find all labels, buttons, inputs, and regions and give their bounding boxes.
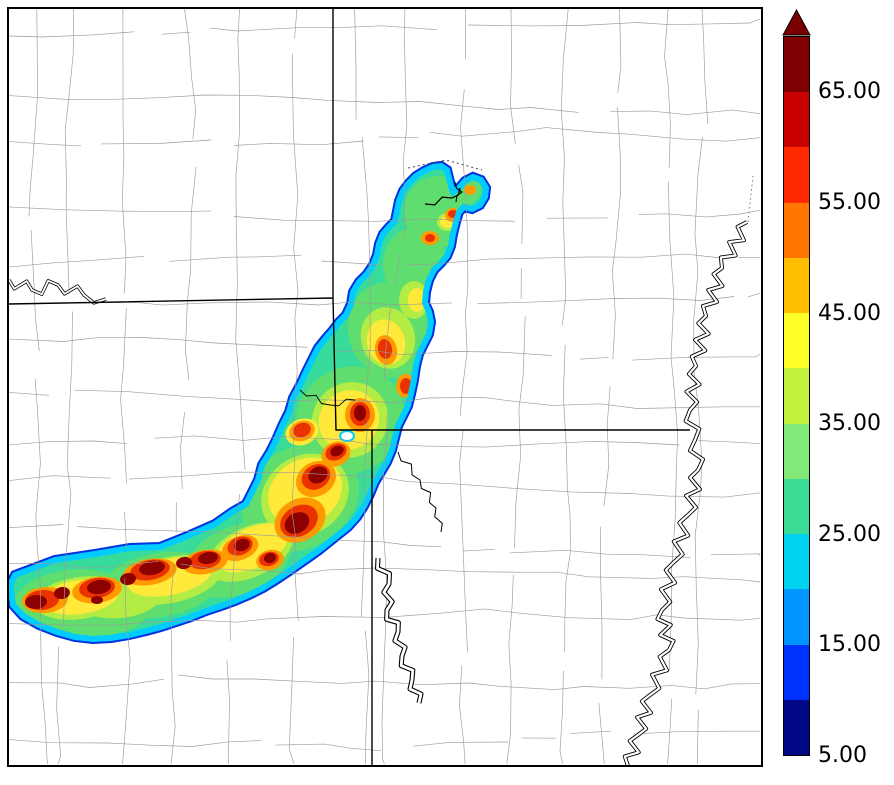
swath-blob-dark-red (264, 552, 276, 564)
creek-top-lobe (424, 187, 461, 206)
colorbar (783, 36, 810, 756)
colorbar-arrow-triangle (782, 9, 811, 36)
colorbar-tick-label: 35.00 (818, 411, 881, 436)
colorbar-segment (784, 368, 809, 424)
county-line (28, 9, 49, 765)
swath-blob-yellow (408, 288, 426, 312)
colorbar-segment (784, 257, 809, 314)
county-line (9, 674, 761, 690)
county-line (9, 206, 761, 222)
county-line (381, 9, 408, 765)
swath-blob-dark-red (120, 572, 136, 586)
swath-rim-inner (9, 162, 490, 643)
colorbar-segment (784, 534, 809, 590)
county-boundaries (9, 9, 761, 765)
swath-blob-orange (464, 185, 476, 195)
county-line (559, 9, 571, 765)
county-line (56, 9, 75, 765)
creek (397, 451, 443, 533)
county-line (9, 94, 761, 115)
colorbar-segment (784, 147, 809, 203)
swath-blob-red (425, 234, 435, 242)
state-borders-layer (9, 9, 754, 765)
swath-blob-red (293, 422, 311, 438)
swath-blob-dark-red (87, 579, 111, 595)
swath-base (10, 166, 486, 639)
river-main (622, 220, 748, 765)
county-line (120, 9, 131, 765)
swath-blob-dark-red (234, 538, 250, 552)
county-line (9, 253, 761, 268)
colorbar-segment (784, 478, 809, 535)
swath-heatmap (9, 160, 492, 645)
creek-top-lobe (454, 181, 463, 203)
creek (299, 389, 356, 407)
swath-blob-dark-red (176, 556, 192, 570)
county-line (506, 9, 526, 765)
county-line (226, 9, 246, 765)
lake-inner (376, 557, 423, 704)
colorbar-segment (784, 202, 809, 258)
colorbar-segment (784, 423, 809, 479)
colorbar-segment (784, 37, 809, 93)
map-canvas (9, 9, 761, 765)
swath-hole (339, 430, 355, 442)
swath-blob-dark-red (330, 445, 344, 457)
county-line (288, 9, 299, 765)
colorbar-tick-label: 45.00 (818, 301, 881, 326)
county-line (9, 127, 761, 147)
swath-blob-dark-red (284, 512, 310, 534)
swath-blob-dark-red (198, 551, 218, 565)
colorbar-tick-label: 55.00 (818, 190, 881, 215)
river-main-inner (623, 221, 748, 765)
swath-blob-dark-red (54, 586, 70, 600)
colorbar-arrow (782, 9, 811, 36)
swath-blob-dark-red (139, 560, 165, 576)
colorbar-tick-label: 5.00 (818, 743, 867, 768)
colorbar-segment (784, 589, 809, 645)
river-upper-left-inner (9, 279, 107, 304)
county-line (9, 337, 761, 361)
county-line (9, 18, 761, 38)
colorbar-tick-label: 15.00 (818, 632, 881, 657)
swath-blob-dark-red (308, 466, 328, 484)
county-line (9, 389, 760, 409)
colorbar-tick-label: 25.00 (818, 522, 881, 547)
county-line (9, 524, 761, 558)
county-line (459, 9, 469, 765)
colorbar-segment (784, 313, 809, 369)
county-line (598, 9, 622, 765)
county-line (354, 9, 371, 765)
colorbar-segment (784, 92, 809, 148)
colorbar-tick-label: 65.00 (818, 79, 881, 104)
map-panel (7, 7, 763, 767)
state-border-lines (9, 9, 690, 765)
swath-blob-dark-red (91, 596, 103, 604)
colorbar-segment (784, 699, 809, 756)
county-line (9, 435, 761, 448)
swath-blob-red (377, 339, 393, 359)
county-line (9, 471, 761, 498)
rivers-layer (9, 181, 748, 765)
swath-blob-dark-red (25, 594, 47, 610)
colorbar-segment (784, 644, 809, 700)
county-line (9, 730, 760, 752)
swath-blob-dark-red (354, 405, 366, 421)
dashed-river-upper (747, 175, 754, 223)
county-line (170, 9, 197, 765)
